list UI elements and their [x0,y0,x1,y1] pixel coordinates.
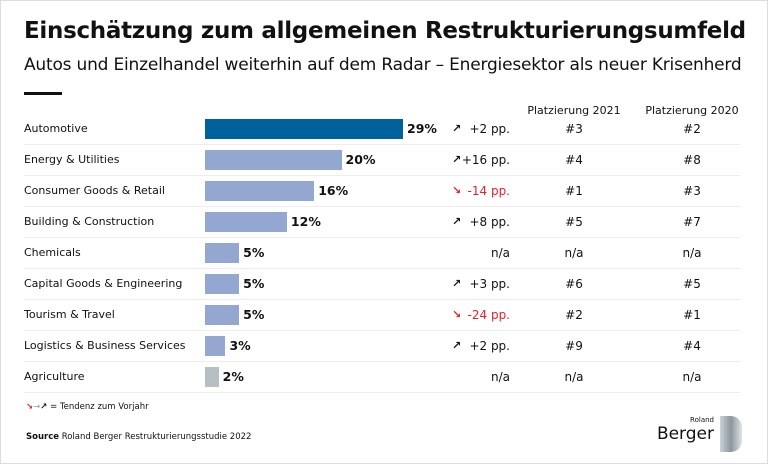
value-label: 3% [229,338,251,353]
bar [205,181,315,201]
rank-2020: n/a [682,370,702,384]
table-row: Logistics & Business Services 3% ↗ +2 pp… [24,331,740,362]
table-row: Capital Goods & Engineering 5% ↗ +3 pp. … [24,269,740,300]
rank-2021: #6 [565,277,583,291]
bar [205,367,219,387]
category-label: Chemicals [24,246,81,259]
bar [205,305,240,325]
category-label: Tourism & Travel [24,308,115,321]
roland-berger-logo: Roland Berger [657,416,748,452]
rank-2020: #5 [683,277,701,291]
rank-2021: n/a [564,370,584,384]
value-label: 2% [222,369,244,384]
change-value: -24 pp. [467,308,510,322]
bar [205,274,240,294]
rank-2021: #4 [565,153,583,167]
trend-up-icon: ↗ [452,277,462,290]
change-value: +3 pp. [469,277,510,291]
rank-2021: #9 [565,339,583,353]
arrow-right-icon: → [33,402,41,412]
change-value: +8 pp. [469,215,510,229]
rank-2020: #8 [683,153,701,167]
value-label: 12% [290,214,321,229]
rank-2020: #3 [683,184,701,198]
source-label: Source [26,432,60,442]
title-rule [24,92,62,95]
table-row: Building & Construction 12% ↗ +8 pp. #5 … [24,207,740,238]
rank-2020: #1 [683,308,701,322]
source: Source Roland Berger Restrukturierungsst… [26,432,251,442]
trend-down-icon: ↘ [452,184,462,197]
table-row: Agriculture 2% n/a n/a n/a [24,362,740,393]
category-label: Logistics & Business Services [24,339,186,352]
rank-2021: #3 [565,122,583,136]
source-text: Roland Berger Restrukturierungsstudie 20… [61,432,252,442]
change-value: +2 pp. [469,122,510,136]
rank-2021: #1 [565,184,583,198]
rank-2020: n/a [682,246,702,260]
value-label: 5% [243,245,265,260]
category-label: Building & Construction [24,215,155,228]
table-row: Tourism & Travel 5% ↘ -24 pp. #2 #1 [24,300,740,331]
category-label: Consumer Goods & Retail [24,184,165,197]
header-2020: Platzierung 2020 [645,104,739,117]
value-label: 29% [407,121,437,136]
change-value: n/a [490,246,510,260]
rank-2021: #5 [565,215,583,229]
table-row: Energy & Utilities 20% ↗ +16 pp. #4 #8 [24,145,740,176]
trend-up-icon: ↗ [452,339,462,352]
value-label: 20% [345,152,376,167]
legend: ↘→↗ = Tendenz zum Vorjahr [26,402,149,412]
table-row: Chemicals 5% n/a n/a n/a [24,238,740,269]
arrow-up-icon: ↗ [40,402,48,412]
category-label: Agriculture [24,370,85,383]
bar [205,212,287,232]
rank-2021: #2 [565,308,583,322]
value-label: 16% [318,183,349,198]
page-title: Einschätzung zum allgemeinen Restrukturi… [24,18,746,44]
page-subtitle: Autos und Einzelhandel weiterhin auf dem… [24,55,742,75]
rank-2020: #4 [683,339,701,353]
table-row: Automotive 29% ↗ +2 pp. #3 #2 [24,114,740,145]
trend-up-icon: ↗ [452,122,462,135]
rank-2020: #7 [683,215,701,229]
bar [205,150,342,170]
value-label: 5% [243,276,265,291]
category-label: Capital Goods & Engineering [24,277,183,290]
table-row: Consumer Goods & Retail 16% ↘ -14 pp. #1… [24,176,740,207]
legend-text: = Tendenz zum Vorjahr [50,402,149,412]
category-label: Energy & Utilities [24,153,120,166]
rank-2020: #2 [683,122,701,136]
change-value: -14 pp. [467,184,510,198]
category-label: Automotive [24,122,88,135]
header-2021: Platzierung 2021 [527,104,621,117]
value-label: 5% [243,307,265,322]
change-value: +16 pp. [461,153,510,167]
bar [205,243,240,263]
change-value: +2 pp. [469,339,510,353]
bar [205,336,226,356]
change-value: n/a [490,370,510,384]
bar [205,119,403,139]
arrow-down-icon: ↘ [26,402,34,412]
trend-down-icon: ↘ [452,308,462,321]
trend-up-icon: ↗ [452,153,462,166]
rank-2021: n/a [564,246,584,260]
trend-up-icon: ↗ [452,215,462,228]
